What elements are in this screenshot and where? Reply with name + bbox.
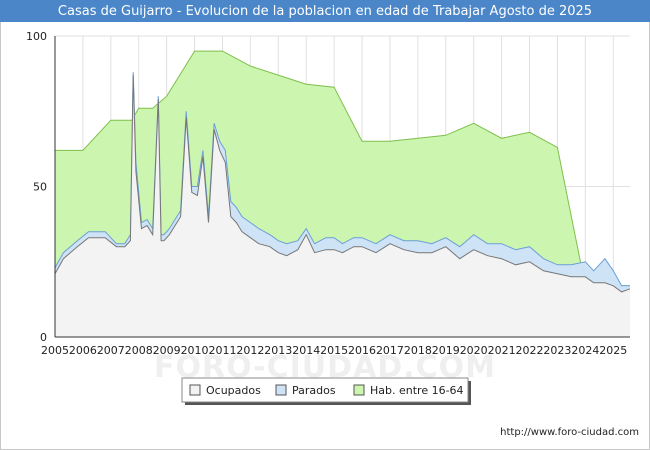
- x-tick-label: 2011: [208, 344, 236, 357]
- y-tick-label: 100: [26, 30, 47, 43]
- x-tick-label: 2022: [516, 344, 544, 357]
- x-tick-label: 2005: [41, 344, 69, 357]
- series-line-ocupados: [54, 75, 631, 293]
- title-bar: [0, 0, 650, 22]
- x-tick-label: 2012: [236, 344, 264, 357]
- x-tick-label: 2014: [292, 344, 320, 357]
- x-tick-label: 2015: [320, 344, 348, 357]
- y-tick-label: 50: [33, 181, 47, 194]
- x-tick-label: 2025: [599, 344, 627, 357]
- x-tick-label: 2020: [460, 344, 488, 357]
- x-tick-label: 2019: [432, 344, 460, 357]
- legend-label: Ocupados: [206, 384, 261, 397]
- x-tick-label: 2007: [97, 344, 125, 357]
- x-tick-label: 2023: [543, 344, 571, 357]
- legend-swatch: [353, 384, 365, 396]
- x-tick-label: 2006: [69, 344, 97, 357]
- series-area-ocupados: [55, 75, 630, 337]
- series-line-parados: [54, 72, 630, 287]
- legend-swatch: [275, 384, 287, 396]
- footer-url: http://www.foro-ciudad.com: [500, 427, 639, 438]
- x-tick-label: 2010: [181, 344, 209, 357]
- x-tick-label: 2024: [571, 344, 599, 357]
- x-tick-label: 2009: [153, 344, 181, 357]
- legend-label: Hab. entre 16-64: [370, 384, 464, 397]
- x-tick-label: 2021: [488, 344, 516, 357]
- x-tick-label: 2018: [404, 344, 432, 357]
- legend-swatch: [189, 384, 201, 396]
- legend-box: [181, 377, 469, 403]
- y-tick-label: 0: [40, 331, 47, 344]
- series-line-hab-entre-16-64: [55, 50, 630, 287]
- x-tick-label: 2013: [264, 344, 292, 357]
- legend-label: Parados: [292, 384, 336, 397]
- chart-title: Casas de Guijarro - Evolucion de la pobl…: [57, 4, 593, 19]
- x-tick-label: 2008: [125, 344, 153, 357]
- x-tick-label: 2017: [376, 344, 404, 357]
- x-tick-label: 2016: [348, 344, 376, 357]
